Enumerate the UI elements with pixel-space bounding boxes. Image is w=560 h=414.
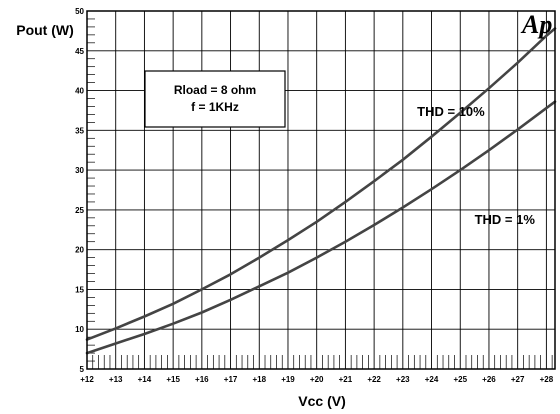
frequency-label: f = 1KHz (191, 100, 239, 114)
annotation-thd-10: THD = 10% (417, 104, 485, 119)
y-tick-label: 50 (75, 7, 84, 16)
x-tick-label: +22 (367, 375, 381, 384)
x-tick-label: +17 (224, 375, 238, 384)
x-axis-title: Vcc (V) (298, 393, 345, 409)
y-tick-labels: 5 10 15 20 25 30 35 40 45 50 (75, 7, 84, 374)
x-tick-label: +20 (310, 375, 324, 384)
series-line-thd-1 (85, 100, 557, 355)
x-tick-labels: +12 +13 +14 +15 +16 +17 +18 +19 +20 +21 +22 +23 +24 +… (80, 375, 554, 384)
series (85, 27, 557, 355)
x-tick-label: +28 (540, 375, 554, 384)
conditions-box-frame (144, 70, 286, 128)
x-tick-label: +23 (396, 375, 410, 384)
x-tick-label: +25 (453, 375, 467, 384)
x-tick-label: +24 (425, 375, 439, 384)
y-tick-label: 45 (75, 47, 84, 56)
x-tick-label: +14 (138, 375, 152, 384)
y-tick-label: 35 (75, 126, 84, 135)
plot-frame (86, 10, 556, 370)
x-tick-label: +16 (195, 375, 209, 384)
minor-ticks (87, 18, 553, 369)
y-tick-label: 40 (75, 87, 84, 96)
x-tick-label: +21 (339, 375, 353, 384)
x-tick-label: +19 (281, 375, 295, 384)
conditions-box: Rload = 8 ohm f = 1KHz (144, 70, 286, 128)
y-tick-label: 15 (75, 285, 84, 294)
y-tick-label: 5 (80, 365, 85, 374)
x-tick-label: +18 (252, 375, 266, 384)
y-tick-label: 30 (75, 166, 84, 175)
y-tick-label: 20 (75, 246, 84, 255)
y-axis-title: Pout (W) (16, 22, 74, 38)
x-tick-label: +15 (166, 375, 180, 384)
ap-logo: Ap (520, 10, 552, 39)
grid (86, 10, 555, 370)
x-tick-label: +13 (109, 375, 123, 384)
x-tick-label: +27 (511, 375, 525, 384)
rload-label: Rload = 8 ohm (174, 83, 256, 97)
x-tick-label: +12 (80, 375, 94, 384)
y-tick-label: 10 (75, 325, 84, 334)
annotation-thd-1: THD = 1% (475, 212, 536, 227)
series-line-thd-10 (85, 27, 557, 341)
y-tick-label: 25 (75, 206, 84, 215)
x-tick-label: +26 (482, 375, 496, 384)
